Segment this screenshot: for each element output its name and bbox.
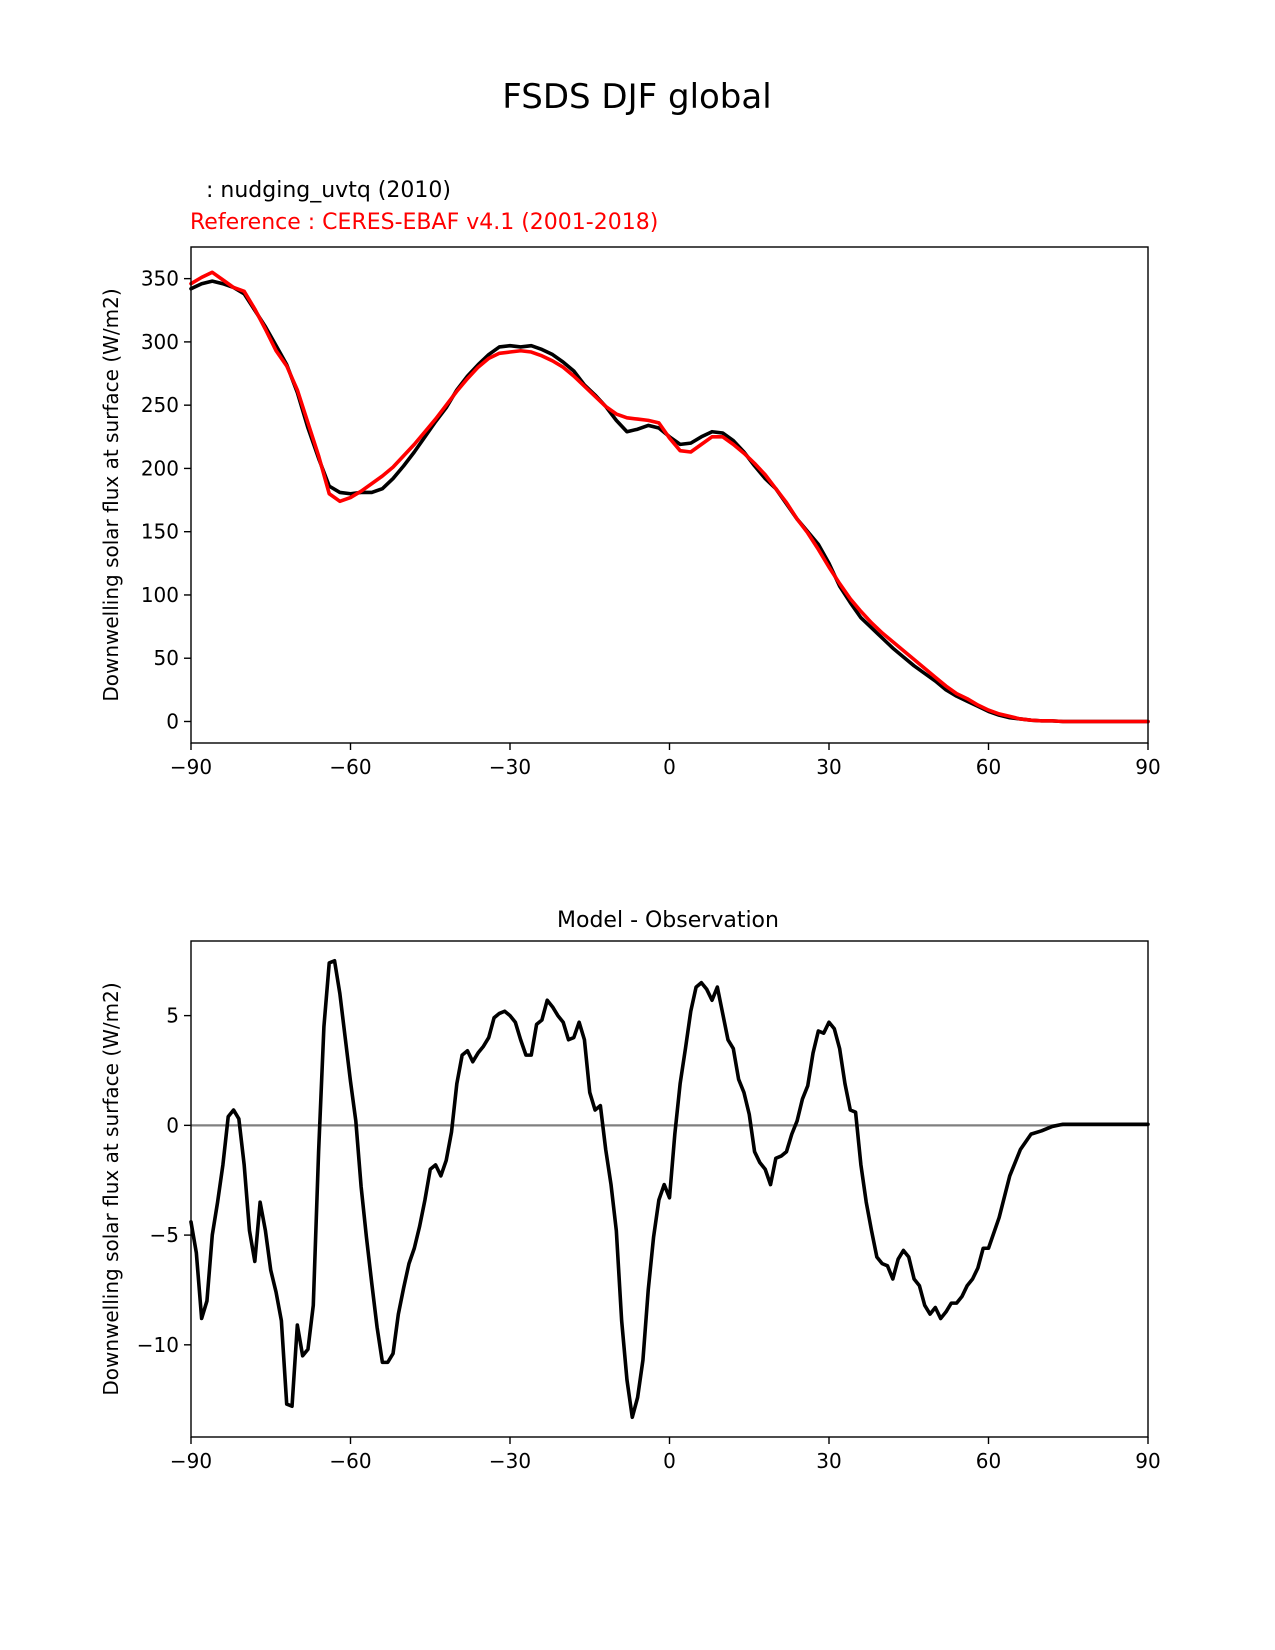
figure-suptitle: FSDS DJF global bbox=[502, 77, 771, 117]
difference-title: Model - Observation bbox=[557, 908, 779, 933]
y-tick-label: 150 bbox=[141, 520, 179, 544]
y-tick-label: 50 bbox=[154, 646, 179, 670]
y-axis-label: Downwelling solar flux at surface (W/m2) bbox=[99, 982, 123, 1395]
difference-plot-area: −90 −60 −30 0 30 60 90 −10 −5 0 5 Downwelling solar… bbox=[99, 940, 1161, 1473]
test-series-line bbox=[189, 279, 1150, 724]
x-tick-label: 90 bbox=[1135, 755, 1160, 779]
x-tick-label: 60 bbox=[976, 1449, 1001, 1473]
x-tick-label: 90 bbox=[1135, 1449, 1160, 1473]
x-tick-label: 0 bbox=[663, 1449, 676, 1473]
y-tick-label: −10 bbox=[137, 1333, 179, 1357]
x-tick-label: 60 bbox=[976, 755, 1001, 779]
x-tick-label: 30 bbox=[816, 755, 841, 779]
y-tick-label: 300 bbox=[141, 330, 179, 354]
test-title: : nudging_uvtq (2010) bbox=[199, 178, 451, 203]
axes-frame bbox=[190, 246, 1149, 744]
y-tick-label: 0 bbox=[166, 1113, 179, 1137]
y-tick-label: 5 bbox=[166, 1004, 179, 1028]
x-tick-label: −60 bbox=[329, 1449, 371, 1473]
x-tick-label: −30 bbox=[489, 1449, 531, 1473]
reference-title: Reference : CERES-EBAF v4.1 (2001-2018) bbox=[190, 210, 658, 235]
y-tick-label: 350 bbox=[141, 267, 179, 291]
x-tick-label: −30 bbox=[489, 755, 531, 779]
y-axis-label: Downwelling solar flux at surface (W/m2) bbox=[99, 288, 123, 701]
y-tick-label: 0 bbox=[166, 709, 179, 733]
y-tick-label: 200 bbox=[141, 456, 179, 480]
profile-panel: : nudging_uvtq (2010) Reference : CERES-… bbox=[99, 178, 1161, 779]
x-tick-label: −60 bbox=[329, 755, 371, 779]
x-tick-label: −90 bbox=[170, 755, 212, 779]
x-tick-label: 0 bbox=[663, 755, 676, 779]
y-tick-label: −5 bbox=[150, 1223, 179, 1247]
profile-plot-area: −90 −60 −30 0 30 60 90 0 50 100 150 200 250 300 350 Dow… bbox=[99, 246, 1161, 779]
reference-series-line bbox=[189, 270, 1150, 724]
y-tick-label: 100 bbox=[141, 583, 179, 607]
difference-series-line bbox=[189, 958, 1150, 1420]
x-tick-label: −90 bbox=[170, 1449, 212, 1473]
difference-panel: Model - Observation −90 −60 −30 0 30 60 90−10−… bbox=[99, 908, 1161, 1473]
x-tick-label: 30 bbox=[816, 1449, 841, 1473]
y-tick-label: 250 bbox=[141, 393, 179, 417]
